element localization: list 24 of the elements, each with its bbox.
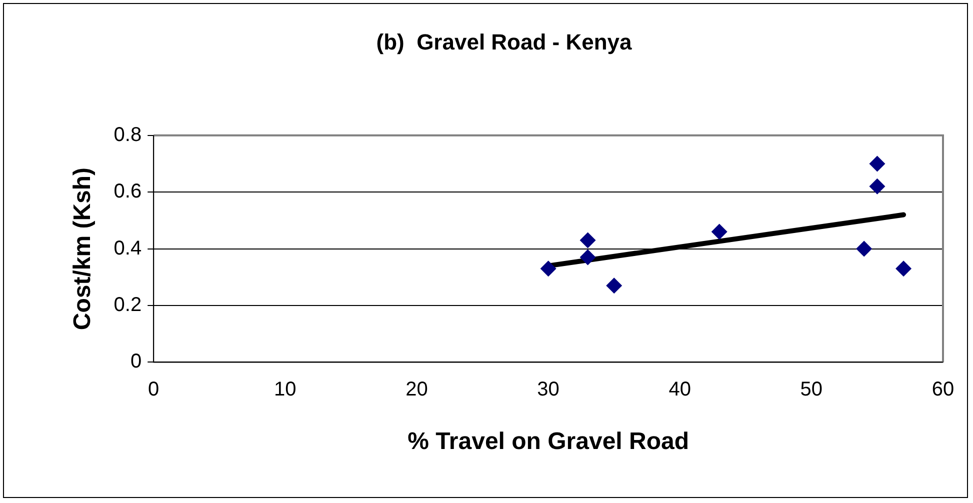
x-tick-label: 30 [537, 378, 560, 401]
x-axis-title: % Travel on Gravel Road [408, 428, 690, 456]
y-tick-label: 0.2 [114, 294, 142, 316]
x-tick-label: 10 [274, 378, 296, 401]
y-tick-label: 0.6 [114, 180, 142, 203]
point [896, 260, 912, 277]
point [711, 224, 728, 240]
point [540, 260, 556, 277]
point [580, 249, 596, 266]
x-tick-label: 50 [800, 378, 823, 401]
point [606, 278, 622, 294]
x-tick-label: 40 [668, 378, 691, 401]
point [869, 156, 886, 172]
chart-title: (b) Gravel Road - Kenya [376, 29, 633, 54]
y-tick-label: 0.4 [114, 237, 142, 260]
x-tick-label: 20 [406, 378, 428, 401]
x-tick-label: 60 [932, 378, 954, 401]
point [869, 178, 886, 194]
y-axis-title: Cost/km (Ksh) [69, 167, 96, 330]
y-tick-label: 0.8 [114, 124, 142, 146]
point [580, 232, 596, 248]
y-tick-label: 0 [130, 350, 142, 373]
x-tick-label: 0 [148, 378, 160, 401]
point [856, 240, 872, 257]
